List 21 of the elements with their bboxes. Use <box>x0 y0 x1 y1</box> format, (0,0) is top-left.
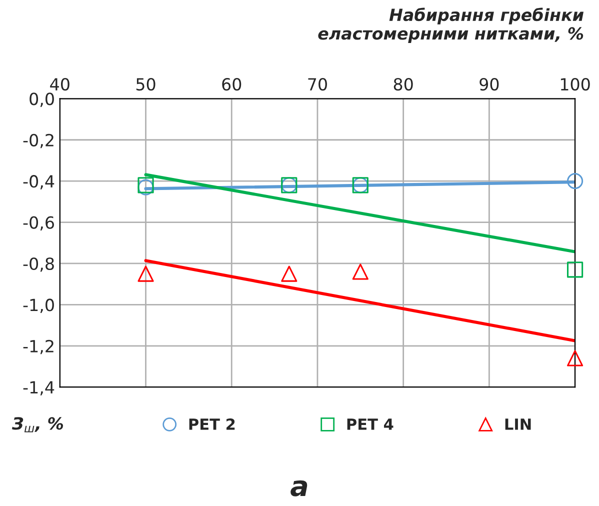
y-tick-label: -1,4 <box>23 381 54 396</box>
legend-label: PET 2 <box>189 418 235 430</box>
y-tick-label: -0,6 <box>23 216 54 231</box>
legend-label: LIN <box>505 418 531 430</box>
y-tick-label: -1,0 <box>23 298 54 313</box>
x-tick-label: 70 <box>308 78 327 91</box>
x-tick-label: 50 <box>136 78 156 91</box>
y-tick-label: -1,2 <box>23 340 54 354</box>
x-tick-label: 100 <box>560 78 590 91</box>
x-tick-label: 90 <box>480 78 499 91</box>
y-tick-label: -0,8 <box>23 257 54 272</box>
y-tick-label: -0,4 <box>23 175 54 190</box>
x-axis-title: Набирання гребінки еластомерними нитками, % <box>318 8 584 44</box>
y-axis-title: З$_{ш}$, % <box>12 417 64 432</box>
x-tick-label: 60 <box>222 78 242 91</box>
y-tick-label: 0,0 <box>30 92 54 107</box>
x-tick-label: 80 <box>394 78 413 91</box>
y-tick-label: -0,2 <box>23 134 54 148</box>
legend-label: PET 4 <box>347 418 394 430</box>
text: а <box>290 480 308 496</box>
x-tick-label: 40 <box>50 78 70 91</box>
